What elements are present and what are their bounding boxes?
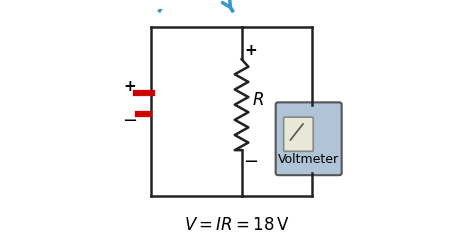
FancyBboxPatch shape xyxy=(276,102,342,175)
Text: R: R xyxy=(253,91,264,109)
Text: −: − xyxy=(243,153,258,171)
Text: +: + xyxy=(124,79,137,94)
Text: −: − xyxy=(122,112,137,129)
Text: $V = IR = 18 \, \mathrm{V}$: $V = IR = 18 \, \mathrm{V}$ xyxy=(184,216,290,234)
Text: Voltmeter: Voltmeter xyxy=(278,153,339,166)
Text: +: + xyxy=(244,43,257,58)
FancyBboxPatch shape xyxy=(283,117,313,151)
